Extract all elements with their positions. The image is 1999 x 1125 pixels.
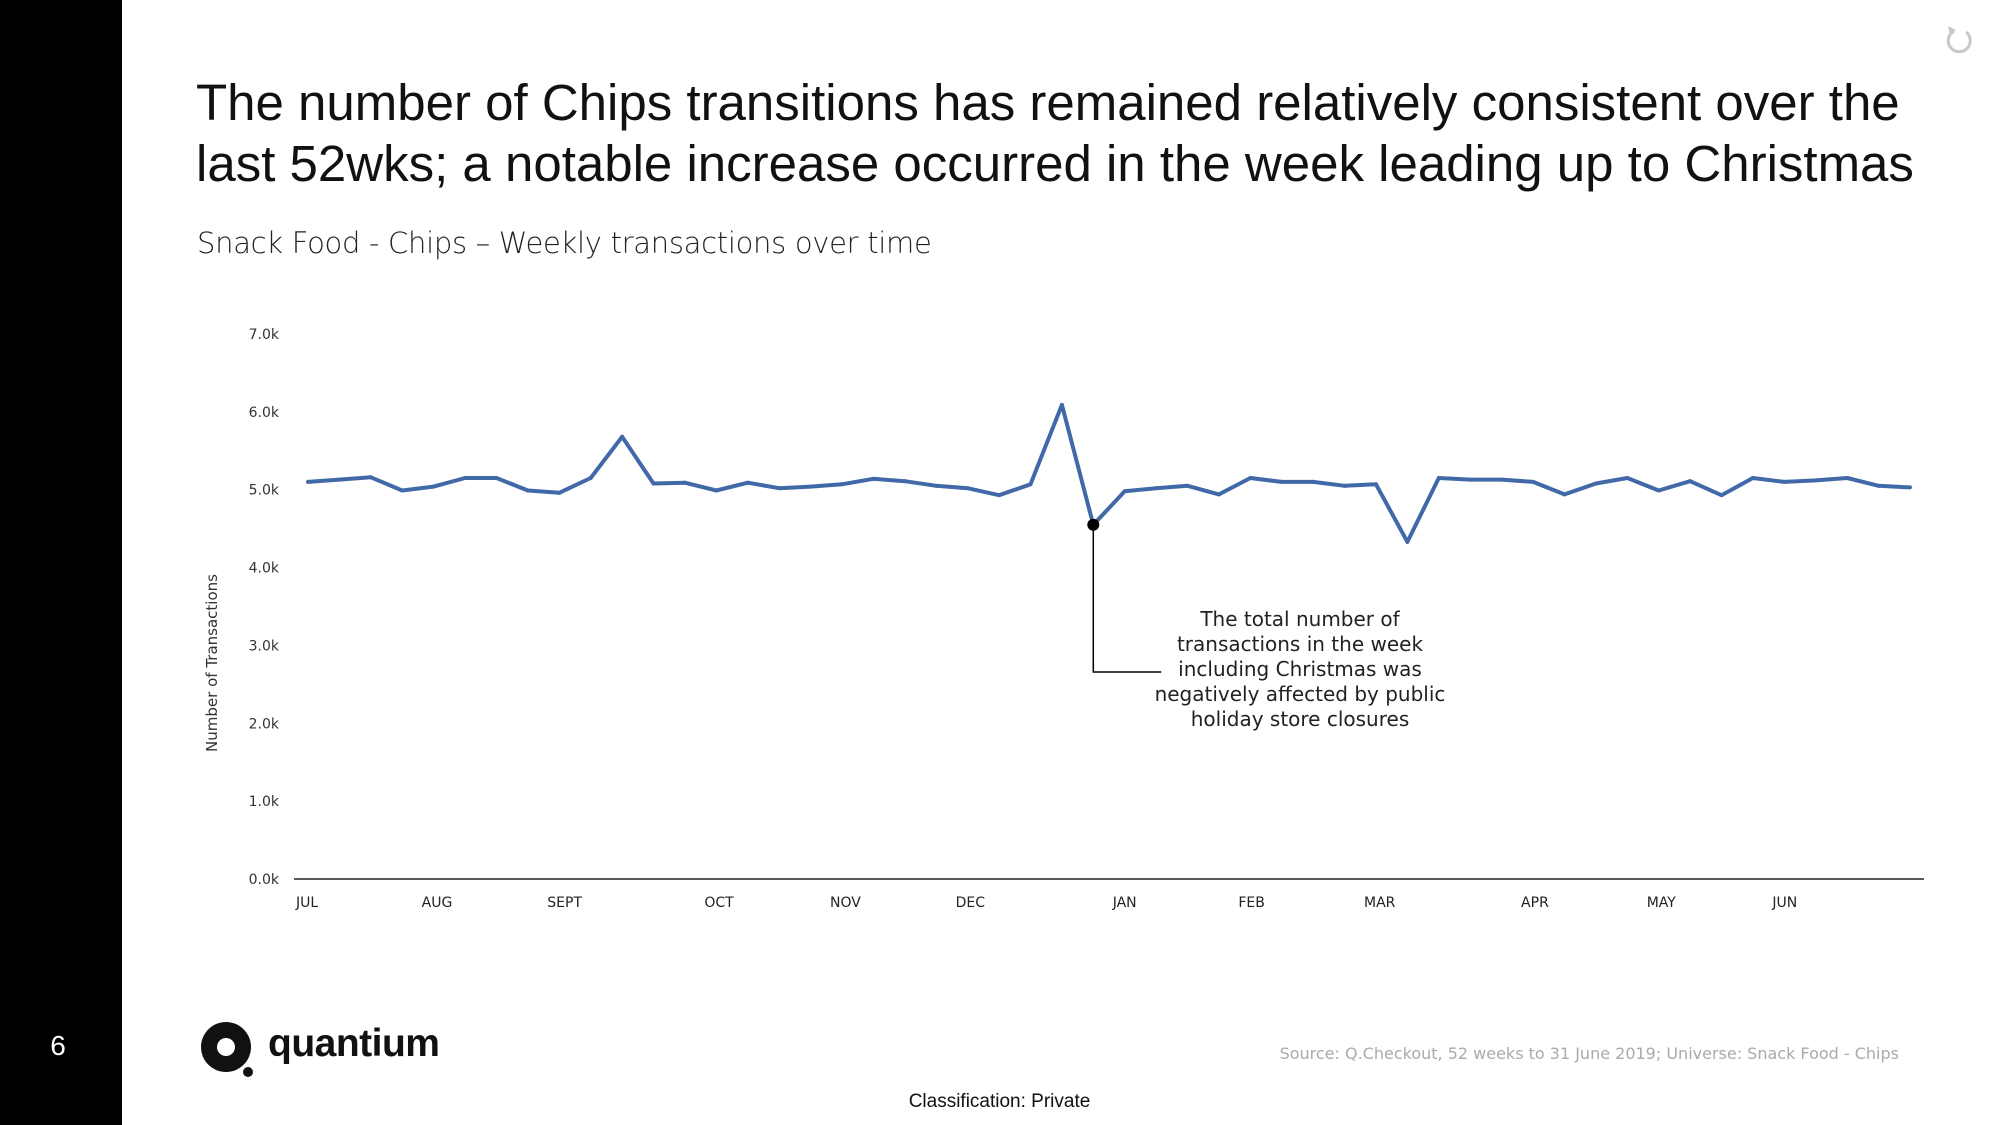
- data-point: [1342, 483, 1347, 488]
- data-point: [1531, 479, 1536, 484]
- data-point: [1876, 483, 1881, 488]
- data-point: [1436, 476, 1441, 481]
- x-tick-label: SEPT: [547, 895, 582, 911]
- annotation-marker: [1087, 518, 1100, 531]
- x-tick-label: FEB: [1238, 895, 1265, 911]
- data-point: [1091, 522, 1096, 527]
- data-point: [368, 475, 373, 480]
- data-point: [651, 481, 656, 486]
- data-point: [1499, 477, 1504, 482]
- y-tick-label: 0.0k: [249, 872, 280, 888]
- data-point: [463, 476, 468, 481]
- data-point: [525, 488, 530, 493]
- y-tick-label: 2.0k: [249, 716, 280, 732]
- x-tick-label: JUN: [1771, 895, 1797, 911]
- reset-icon[interactable]: [1938, 20, 1980, 62]
- data-point: [1562, 492, 1567, 497]
- data-point: [1311, 479, 1316, 484]
- data-point: [1216, 492, 1221, 497]
- data-point: [902, 479, 907, 484]
- data-point: [1279, 479, 1284, 484]
- data-point: [557, 490, 562, 495]
- y-tick-label: 4.0k: [249, 561, 280, 577]
- data-point: [1028, 482, 1033, 487]
- data-point: [1750, 476, 1755, 481]
- data-point: [306, 479, 310, 484]
- x-tick-label: AUG: [422, 895, 453, 911]
- x-tick-label: APR: [1521, 895, 1549, 911]
- source-note: Source: Q.Checkout, 52 weeks to 31 June …: [1279, 1044, 1899, 1063]
- x-tick-label: JUL: [295, 895, 318, 911]
- chart-subtitle: Snack Food - Chips – Weekly transactions…: [197, 226, 932, 260]
- data-point: [808, 484, 813, 489]
- data-point: [588, 476, 593, 481]
- x-tick-label: JAN: [1112, 895, 1137, 911]
- annotation-line: The total number of: [1199, 607, 1400, 631]
- data-point: [840, 482, 844, 487]
- data-point: [1719, 493, 1724, 498]
- slide-title: The number of Chips transitions has rema…: [196, 74, 1914, 192]
- data-point: [1845, 476, 1850, 481]
- data-point: [965, 486, 970, 491]
- data-point: [997, 493, 1002, 498]
- data-point: [337, 477, 342, 482]
- data-point: [714, 488, 719, 493]
- x-tick-label: MAY: [1647, 895, 1677, 911]
- annotation-leader-line: [1092, 524, 1162, 673]
- y-tick-label: 6.0k: [249, 405, 280, 421]
- data-point: [431, 484, 436, 489]
- data-point: [1405, 539, 1410, 544]
- x-tick-label: MAR: [1364, 895, 1396, 911]
- y-tick-label: 1.0k: [249, 794, 280, 810]
- x-tick-label: OCT: [704, 895, 734, 911]
- left-sidebar: [0, 0, 122, 1125]
- data-point: [494, 476, 499, 481]
- data-point: [400, 488, 405, 493]
- quantium-logo: [196, 1016, 436, 1080]
- data-point: [777, 486, 782, 491]
- x-tick-label: NOV: [830, 895, 861, 911]
- data-point: [745, 480, 750, 485]
- quantium-logo-icon: [201, 1022, 253, 1077]
- x-tick-label: DEC: [956, 895, 986, 911]
- data-point: [1185, 483, 1190, 488]
- data-point: [1059, 402, 1064, 407]
- annotation-line: transactions in the week: [1177, 632, 1423, 656]
- data-point: [1468, 477, 1473, 482]
- data-point: [1813, 478, 1818, 483]
- data-point: [682, 480, 687, 485]
- y-tick-label: 7.0k: [249, 327, 280, 343]
- annotation-line: including Christmas was: [1178, 657, 1422, 681]
- data-point: [1154, 486, 1159, 491]
- data-point: [1688, 479, 1693, 484]
- series-line: [307, 402, 1911, 544]
- data-point: [1656, 488, 1661, 493]
- data-point: [1122, 489, 1127, 494]
- data-point: [871, 476, 876, 481]
- data-point: [620, 434, 625, 439]
- y-tick-label: 3.0k: [249, 638, 280, 654]
- y-tick-label: 5.0k: [249, 483, 280, 499]
- annotation-line: holiday store closures: [1191, 707, 1410, 731]
- data-point: [1248, 476, 1253, 481]
- data-point: [934, 483, 939, 488]
- data-point: [1593, 481, 1598, 486]
- page-number: 6: [50, 1030, 66, 1061]
- data-point: [1782, 479, 1787, 484]
- data-point: [1625, 476, 1630, 481]
- logo-text: quantium: [268, 1022, 440, 1065]
- annotation-line: negatively affected by public: [1155, 682, 1446, 706]
- classification-label: Classification: Private: [908, 1091, 1091, 1112]
- y-axis-label: Number of Transactions: [203, 574, 221, 752]
- data-point: [1374, 482, 1378, 487]
- data-point: [1908, 485, 1912, 490]
